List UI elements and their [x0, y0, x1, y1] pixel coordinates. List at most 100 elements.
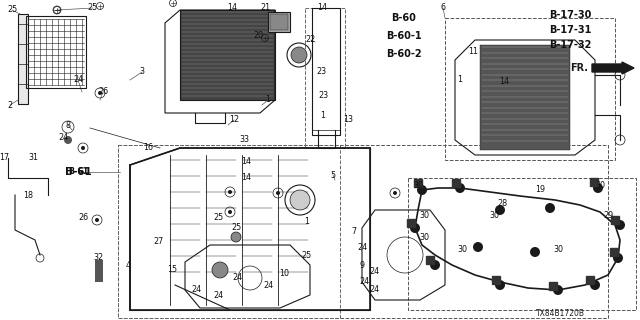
Circle shape: [291, 47, 307, 63]
Text: 18: 18: [23, 190, 33, 199]
Bar: [426, 256, 434, 264]
Text: 16: 16: [143, 143, 153, 153]
Text: 14: 14: [499, 77, 509, 86]
Circle shape: [81, 146, 85, 150]
Text: FR.: FR.: [570, 63, 588, 73]
Circle shape: [495, 205, 505, 215]
Text: 11: 11: [468, 47, 478, 57]
Text: 24: 24: [369, 285, 379, 294]
Text: 7: 7: [351, 228, 356, 236]
Circle shape: [593, 183, 603, 193]
Text: 26: 26: [98, 87, 108, 97]
Text: 14: 14: [241, 157, 251, 166]
Circle shape: [276, 191, 280, 195]
Text: 30: 30: [457, 245, 467, 254]
Circle shape: [231, 232, 241, 242]
Text: 24: 24: [191, 285, 201, 294]
Circle shape: [473, 242, 483, 252]
Text: 25: 25: [231, 223, 241, 233]
Bar: [305, 8, 345, 148]
Bar: [445, 18, 615, 160]
Bar: [611, 216, 619, 224]
Text: 30: 30: [419, 233, 429, 242]
Text: 15: 15: [167, 266, 177, 275]
Text: 24: 24: [213, 291, 223, 300]
Circle shape: [212, 262, 228, 278]
Bar: [452, 179, 460, 187]
Text: 13: 13: [343, 116, 353, 124]
Text: 24: 24: [359, 277, 369, 286]
Bar: [492, 276, 500, 284]
Text: 25: 25: [7, 5, 17, 14]
Text: 24: 24: [232, 274, 242, 283]
Text: 30: 30: [413, 180, 423, 189]
Bar: [610, 248, 618, 256]
Bar: [95, 260, 103, 282]
Text: 23: 23: [318, 91, 328, 100]
Text: 1: 1: [458, 76, 463, 84]
Text: 31: 31: [28, 154, 38, 163]
Text: 1: 1: [321, 110, 326, 119]
Circle shape: [530, 247, 540, 257]
Circle shape: [545, 203, 555, 213]
Bar: [407, 219, 415, 227]
Text: 29: 29: [603, 211, 613, 220]
Text: B-17-30: B-17-30: [549, 10, 591, 20]
Text: 24: 24: [58, 133, 68, 142]
Bar: [118, 145, 340, 318]
Bar: [270, 14, 288, 30]
Circle shape: [430, 260, 440, 270]
Bar: [408, 178, 636, 310]
Text: 12: 12: [229, 116, 239, 124]
FancyArrow shape: [592, 62, 634, 74]
Text: 14: 14: [227, 4, 237, 12]
Text: B-17-32: B-17-32: [549, 40, 591, 50]
Bar: [414, 179, 422, 187]
Text: 8: 8: [65, 121, 70, 130]
Text: 20: 20: [253, 30, 263, 39]
Circle shape: [455, 183, 465, 193]
Circle shape: [613, 253, 623, 263]
Text: 3: 3: [140, 68, 145, 76]
Circle shape: [417, 185, 427, 195]
Text: 22: 22: [306, 36, 316, 44]
Bar: [18, 14, 28, 104]
Text: 24: 24: [369, 268, 379, 276]
Bar: [26, 16, 86, 88]
Text: B-60-2: B-60-2: [386, 49, 422, 59]
Circle shape: [64, 136, 72, 144]
Text: 1: 1: [266, 95, 271, 105]
Text: 6: 6: [440, 4, 445, 12]
Text: 24: 24: [73, 76, 83, 84]
Bar: [549, 282, 557, 290]
Bar: [118, 145, 608, 318]
Circle shape: [590, 280, 600, 290]
Text: 17: 17: [0, 154, 9, 163]
Circle shape: [95, 218, 99, 222]
Text: 30: 30: [553, 245, 563, 254]
Text: 28: 28: [497, 198, 507, 207]
Circle shape: [615, 220, 625, 230]
Circle shape: [553, 285, 563, 295]
Text: TX84B1720B: TX84B1720B: [536, 308, 584, 317]
Text: 1: 1: [305, 218, 310, 227]
Circle shape: [98, 91, 102, 95]
Text: B-60: B-60: [392, 13, 417, 23]
Text: 25: 25: [301, 251, 311, 260]
Text: 2: 2: [8, 100, 13, 109]
Text: 14: 14: [317, 4, 327, 12]
Text: 25: 25: [213, 213, 223, 222]
Text: 4: 4: [125, 260, 131, 269]
Text: 25: 25: [88, 4, 98, 12]
Circle shape: [495, 280, 505, 290]
Circle shape: [410, 223, 420, 233]
Text: 33: 33: [239, 135, 249, 145]
Text: 5: 5: [330, 171, 335, 180]
Text: 24: 24: [263, 281, 273, 290]
Circle shape: [228, 210, 232, 214]
Circle shape: [228, 190, 232, 194]
Text: 9: 9: [360, 260, 365, 269]
Bar: [586, 276, 594, 284]
Circle shape: [393, 191, 397, 195]
Bar: [180, 10, 275, 100]
